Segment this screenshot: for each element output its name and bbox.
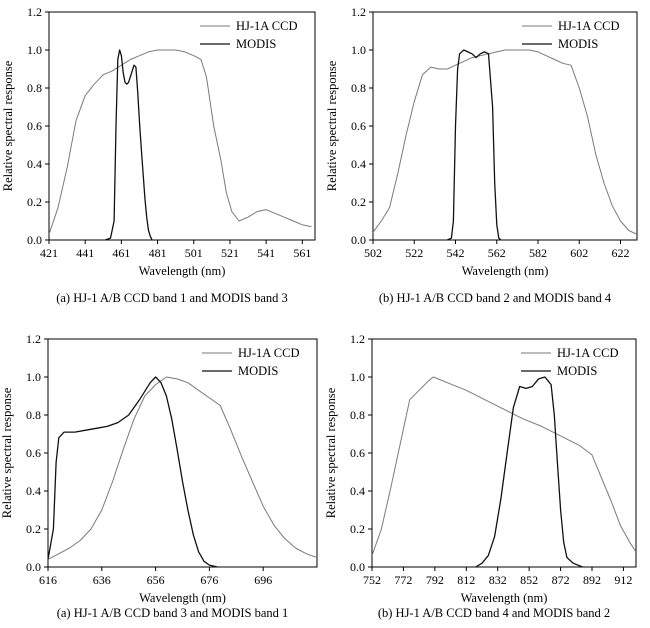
- legend-label: HJ-1A CCD: [236, 19, 297, 33]
- legend-label: MODIS: [558, 37, 598, 51]
- y-tick-label: 0.0: [26, 560, 41, 574]
- y-tick-label: 1.2: [27, 5, 42, 19]
- legend-label: HJ-1A CCD: [558, 19, 619, 33]
- y-tick-label: 0.2: [350, 522, 365, 536]
- y-tick-label: 1.0: [27, 43, 42, 57]
- x-tick-label: 656: [147, 573, 165, 587]
- x-tick-label: 541: [257, 246, 275, 260]
- series-line-hj-1a-ccd: [48, 376, 317, 560]
- x-axis-label: Wavelength (nm): [461, 591, 548, 605]
- x-tick-label: 501: [185, 246, 203, 260]
- y-tick-label: 0.0: [27, 233, 42, 247]
- x-tick-label: 892: [583, 573, 601, 587]
- panel-caption: (b) HJ-1 A/B CCD band 2 and MODIS band 4: [379, 291, 612, 305]
- y-tick-label: 0.4: [351, 157, 366, 171]
- y-tick-label: 0.4: [26, 484, 41, 498]
- x-tick-label: 521: [221, 246, 239, 260]
- x-tick-label: 852: [520, 573, 538, 587]
- series-line-modis: [475, 376, 583, 567]
- y-tick-label: 1.2: [26, 332, 41, 346]
- x-axis-label: Wavelength (nm): [462, 264, 549, 278]
- series-line-modis: [447, 49, 502, 240]
- x-tick-label: 832: [489, 573, 507, 587]
- legend-label: HJ-1A CCD: [557, 346, 618, 360]
- series-line-modis: [48, 376, 218, 567]
- y-tick-label: 1.2: [351, 5, 366, 19]
- y-tick-label: 0.6: [26, 446, 41, 460]
- x-tick-label: 542: [447, 246, 465, 260]
- y-tick-label: 1.0: [351, 43, 366, 57]
- y-tick-label: 1.2: [350, 332, 365, 346]
- x-tick-label: 872: [552, 573, 570, 587]
- x-tick-label: 441: [76, 246, 94, 260]
- x-tick-label: 676: [200, 573, 218, 587]
- y-tick-label: 0.0: [350, 560, 365, 574]
- y-axis-label: Relative spectral response: [1, 60, 15, 191]
- y-axis-label: Relative spectral response: [324, 387, 338, 518]
- x-tick-label: 616: [39, 573, 57, 587]
- x-tick-label: 792: [426, 573, 444, 587]
- x-tick-label: 912: [614, 573, 632, 587]
- chart-panel-4: 0.0 0.2 0.4 0.6 0.8 1.0 1.2 752 772 792 812 832 852 8…: [324, 332, 637, 620]
- legend-label: MODIS: [238, 364, 278, 378]
- y-tick-label: 0.6: [27, 119, 42, 133]
- x-tick-label: 622: [612, 246, 630, 260]
- y-tick-label: 0.2: [27, 195, 42, 209]
- x-axis-label: Wavelength (nm): [139, 591, 226, 605]
- y-tick-label: 0.8: [26, 408, 41, 422]
- y-tick-label: 1.0: [350, 370, 365, 384]
- y-tick-label: 0.8: [351, 81, 366, 95]
- x-tick-label: 461: [112, 246, 130, 260]
- x-tick-label: 502: [364, 246, 382, 260]
- y-tick-label: 1.0: [26, 370, 41, 384]
- x-tick-label: 481: [149, 246, 167, 260]
- y-tick-label: 0.2: [26, 522, 41, 536]
- series-line-modis: [104, 49, 153, 240]
- x-tick-label: 636: [93, 573, 111, 587]
- y-tick-label: 0.8: [350, 408, 365, 422]
- legend-label: MODIS: [236, 37, 276, 51]
- legend-label: MODIS: [557, 364, 597, 378]
- x-tick-label: 602: [570, 246, 588, 260]
- y-tick-label: 0.4: [350, 484, 365, 498]
- series-line-hj-1a-ccd: [49, 49, 312, 235]
- chart-panel-2: 0.0 0.2 0.4 0.6 0.8 1.0 1.2 502 522 542 562 582 602 6…: [325, 5, 638, 305]
- x-tick-label: 752: [363, 573, 381, 587]
- chart-panel-1: 0.0 0.2 0.4 0.6 0.8 1.0 1.2 421 441 461 481 501 521 5…: [1, 5, 316, 305]
- x-tick-label: 421: [40, 246, 58, 260]
- panel-caption: (a) HJ-1 A/B CCD band 1 and MODIS band 3: [56, 291, 288, 305]
- panel-caption: (a) HJ-1 A/B CCD band 3 and MODIS band 1: [57, 606, 289, 620]
- x-tick-label: 562: [488, 246, 506, 260]
- x-tick-label: 772: [394, 573, 412, 587]
- x-axis-label: Wavelength (nm): [139, 264, 226, 278]
- y-tick-label: 0.8: [27, 81, 42, 95]
- y-tick-label: 0.6: [350, 446, 365, 460]
- series-line-hj-1a-ccd: [372, 376, 636, 556]
- y-tick-label: 0.4: [27, 157, 42, 171]
- y-tick-label: 0.6: [351, 119, 366, 133]
- panel-caption: (b) HJ-1 A/B CCD band 4 and MODIS band 2: [378, 606, 610, 620]
- x-tick-label: 582: [529, 246, 547, 260]
- x-tick-label: 522: [405, 246, 423, 260]
- legend-label: HJ-1A CCD: [238, 346, 299, 360]
- y-axis-label: Relative spectral response: [325, 60, 339, 191]
- x-tick-label: 696: [254, 573, 272, 587]
- y-tick-label: 0.0: [351, 233, 366, 247]
- x-tick-label: 812: [457, 573, 475, 587]
- chart-panel-3: 0.0 0.2 0.4 0.6 0.8 1.0 1.2 616 636 656 676 696 Wave…: [0, 332, 318, 620]
- x-tick-label: 561: [293, 246, 311, 260]
- y-axis-label: Relative spectral response: [0, 387, 14, 518]
- y-tick-label: 0.2: [351, 195, 366, 209]
- series-line-hj-1a-ccd: [373, 49, 637, 235]
